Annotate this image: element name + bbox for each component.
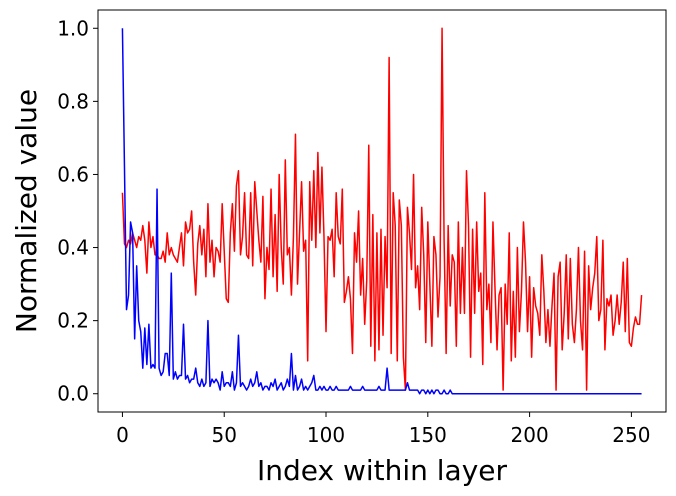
y-tick-label: 0.0: [57, 382, 89, 406]
x-tick-label: 100: [307, 423, 345, 447]
y-tick-label: 0.6: [57, 162, 89, 186]
x-tick-label: 200: [511, 423, 549, 447]
plot-frame: [97, 9, 667, 413]
y-tick-label: 0.4: [57, 236, 89, 260]
x-tick-label: 0: [116, 423, 129, 447]
x-tick-label: 250: [612, 423, 650, 447]
x-tick-label: 150: [409, 423, 447, 447]
y-tick-label: 0.2: [57, 309, 89, 333]
y-axis-ticks: 0.0 0.2 0.4 0.6 0.8 1.0: [57, 16, 98, 406]
x-axis-label: Index within layer: [257, 454, 508, 487]
y-tick-label: 0.8: [57, 89, 89, 113]
y-axis-label: Normalized value: [10, 89, 43, 333]
series-line-2: [121, 28, 642, 395]
x-tick-label: 50: [211, 423, 236, 447]
x-axis-ticks: 0 50 100 150 200 250: [116, 412, 650, 447]
y-tick-label: 1.0: [57, 16, 89, 40]
series-layer: [121, 27, 643, 395]
series-line-1: [121, 27, 643, 391]
